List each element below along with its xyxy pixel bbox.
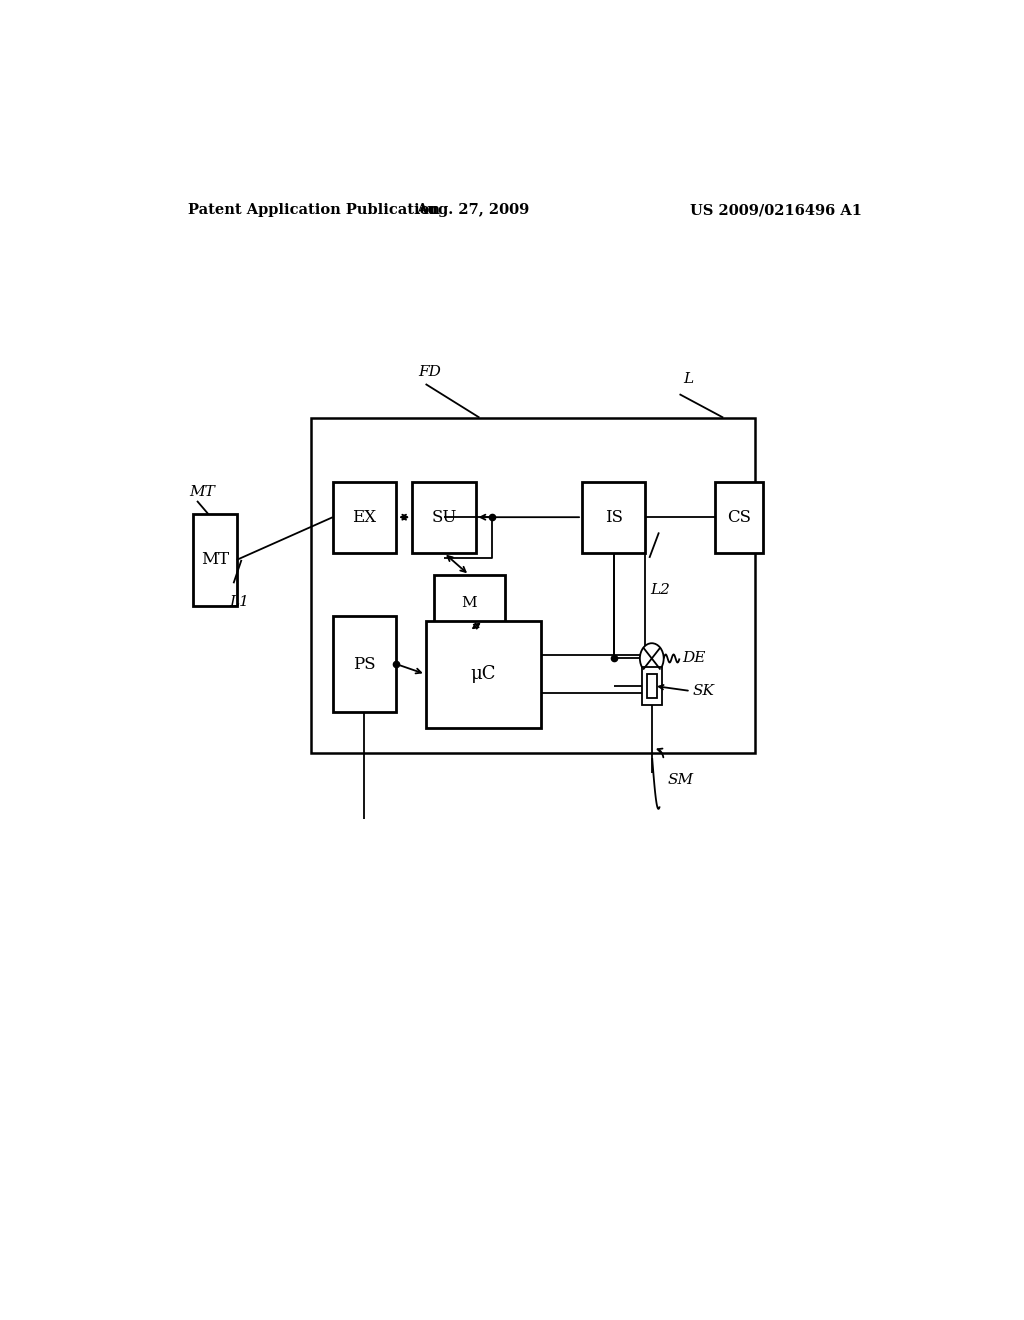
Text: SU: SU <box>431 508 457 525</box>
Text: L2: L2 <box>650 583 670 597</box>
Bar <box>333 615 396 713</box>
Bar <box>310 417 755 752</box>
Text: DE: DE <box>682 652 706 665</box>
Text: IS: IS <box>605 508 623 525</box>
Text: M: M <box>462 597 477 610</box>
Text: EX: EX <box>352 508 377 525</box>
Text: MT: MT <box>189 484 215 499</box>
Bar <box>426 620 541 727</box>
Text: Patent Application Publication: Patent Application Publication <box>188 203 440 216</box>
Text: SK: SK <box>692 684 714 698</box>
Bar <box>582 482 645 553</box>
Text: L: L <box>684 372 693 385</box>
Text: L1: L1 <box>229 595 250 610</box>
Bar <box>433 576 505 631</box>
Text: SM: SM <box>668 774 694 788</box>
Text: FD: FD <box>418 364 441 379</box>
Circle shape <box>640 643 664 673</box>
Bar <box>715 482 763 553</box>
Bar <box>647 673 657 698</box>
Bar <box>412 482 475 553</box>
Bar <box>642 667 663 705</box>
Text: US 2009/0216496 A1: US 2009/0216496 A1 <box>690 203 862 216</box>
Bar <box>194 513 237 606</box>
Bar <box>333 482 396 553</box>
Text: μC: μC <box>470 665 496 684</box>
Text: CS: CS <box>727 508 751 525</box>
Text: PS: PS <box>353 656 376 673</box>
Text: Aug. 27, 2009: Aug. 27, 2009 <box>417 203 529 216</box>
Text: MT: MT <box>201 552 229 569</box>
